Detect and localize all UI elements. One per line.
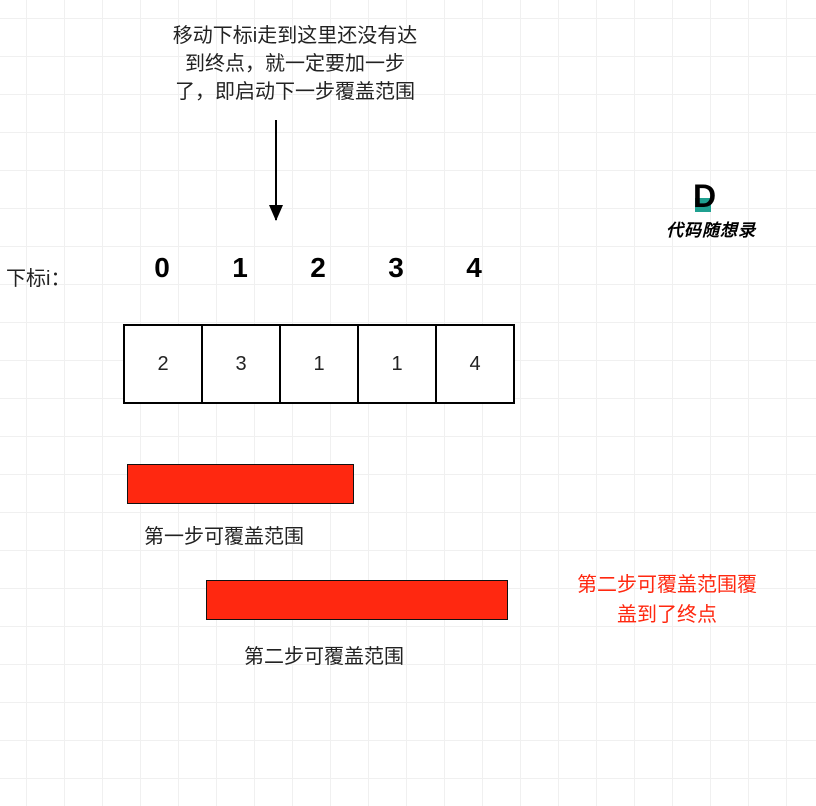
- range-bar-1: [127, 464, 354, 504]
- array-cell-4: 4: [435, 324, 513, 404]
- range-bar-2: [206, 580, 508, 620]
- logo-letter: D: [693, 180, 716, 212]
- logo: D 代码随想录: [666, 180, 756, 241]
- range-label-1: 第一步可覆盖范围: [144, 520, 304, 549]
- arrow-down-icon: [275, 120, 277, 220]
- index-row: 0 1 2 3 4: [123, 252, 513, 284]
- caption-line-1: 移动下标i走到这里还没有达: [173, 25, 417, 47]
- index-3: 3: [357, 252, 435, 284]
- caption-line-3: 了，即启动下一步覆盖范围: [175, 81, 415, 103]
- array-cell-2: 1: [279, 324, 357, 404]
- index-0: 0: [123, 252, 201, 284]
- array-cell-3: 1: [357, 324, 435, 404]
- diagram-canvas: 移动下标i走到这里还没有达 到终点，就一定要加一步 了，即启动下一步覆盖范围 下…: [0, 0, 816, 806]
- caption-line-2: 到终点，就一定要加一步: [185, 53, 405, 75]
- right-note: 第二步可覆盖范围覆 盖到了终点: [542, 570, 792, 630]
- index-label: 下标i：: [6, 262, 70, 291]
- index-2: 2: [279, 252, 357, 284]
- top-caption: 移动下标i走到这里还没有达 到终点，就一定要加一步 了，即启动下一步覆盖范围: [145, 22, 445, 106]
- array-row: 2 3 1 1 4: [123, 324, 515, 404]
- right-note-line-2: 盖到了终点: [617, 604, 717, 626]
- right-note-line-1: 第二步可覆盖范围覆: [577, 574, 757, 596]
- array-cell-0: 2: [123, 324, 201, 404]
- range-label-2: 第二步可覆盖范围: [244, 640, 404, 669]
- index-4: 4: [435, 252, 513, 284]
- logo-text: 代码随想录: [666, 216, 756, 241]
- index-1: 1: [201, 252, 279, 284]
- logo-mark-icon: D: [693, 180, 729, 212]
- array-cell-1: 3: [201, 324, 279, 404]
